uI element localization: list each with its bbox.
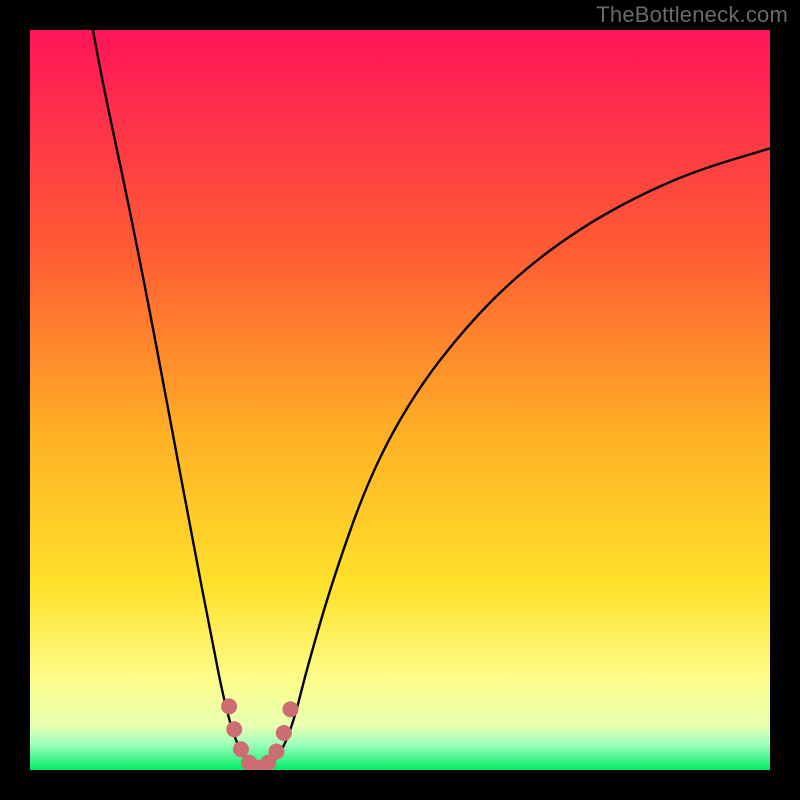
- watermark-text: TheBottleneck.com: [596, 2, 788, 28]
- trough-marker: [282, 701, 298, 717]
- chart-root: TheBottleneck.com: [0, 0, 800, 800]
- trough-marker: [276, 725, 292, 741]
- trough-marker: [268, 744, 284, 760]
- trough-marker: [233, 741, 249, 757]
- trough-marker: [221, 698, 237, 714]
- trough-marker: [226, 721, 242, 737]
- plot-background: [30, 30, 770, 770]
- bottleneck-plot: [30, 30, 770, 770]
